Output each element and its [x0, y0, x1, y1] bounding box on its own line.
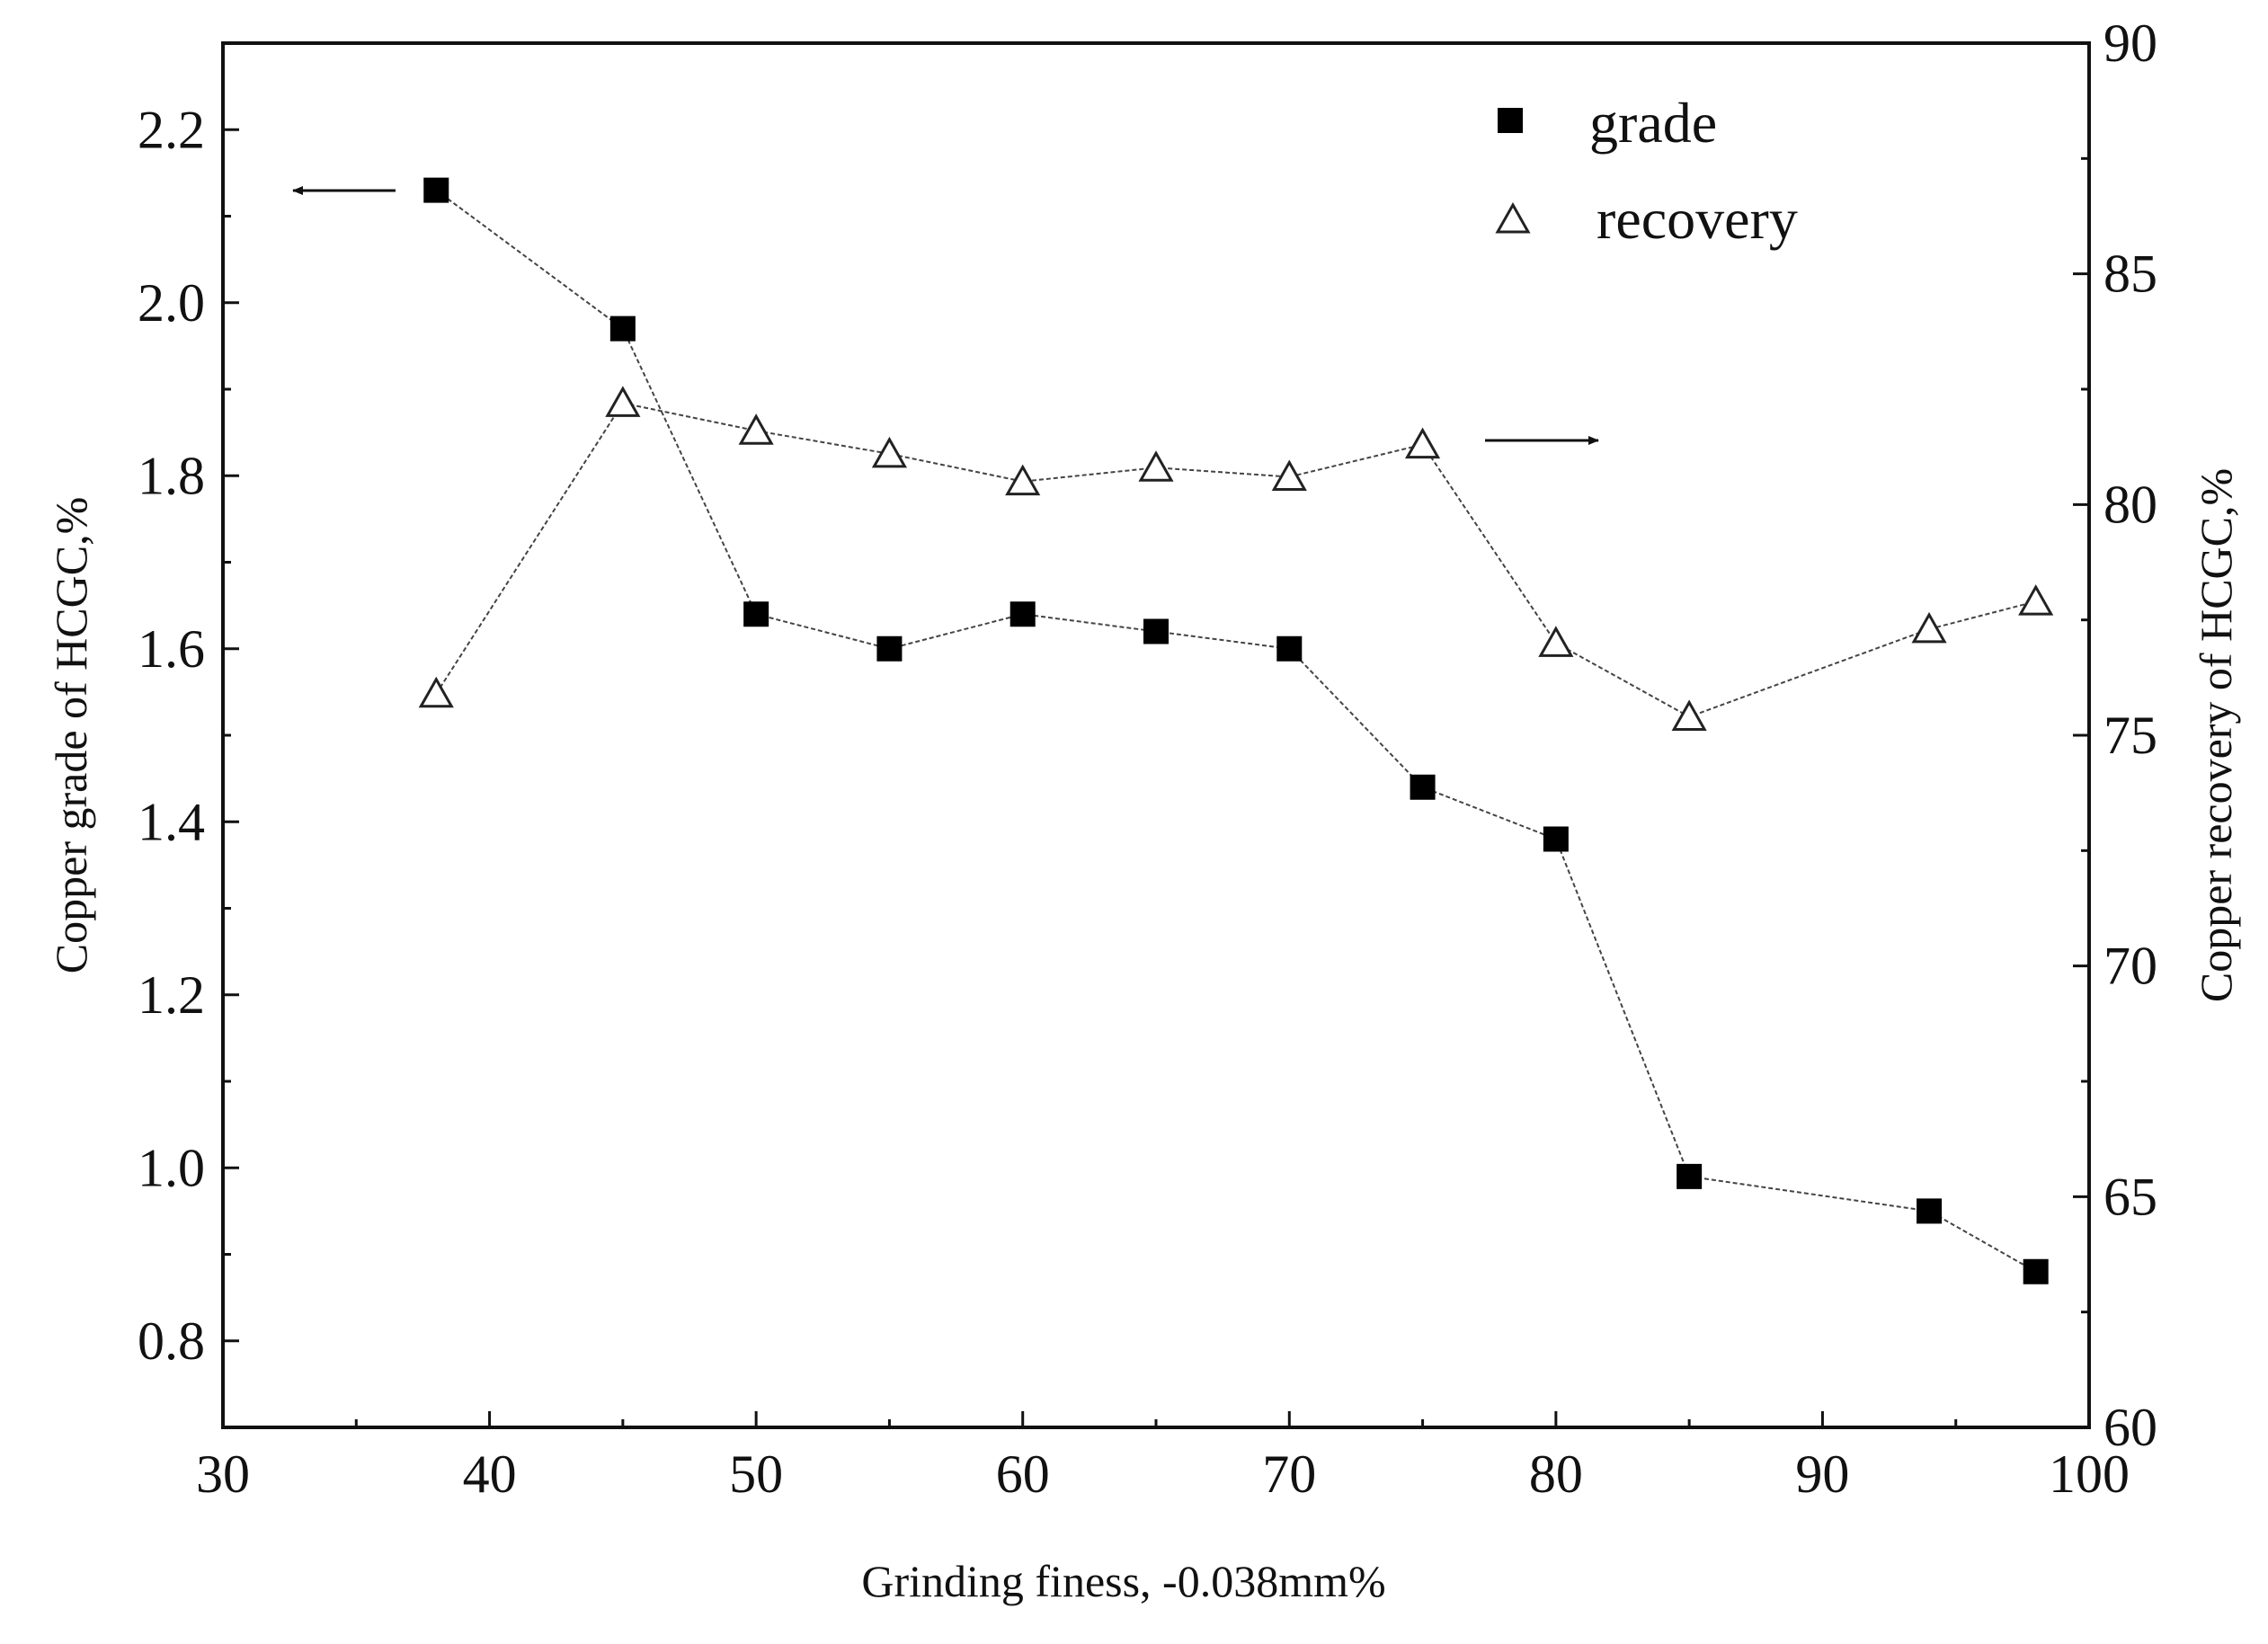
recovery-point [738, 413, 774, 445]
x-tick-label: 50 [729, 1444, 783, 1504]
x-axis-ticks: 30 40 50 60 70 80 90 100 [196, 1411, 2130, 1504]
grade-point [1543, 826, 1569, 852]
legend-marker-recovery [1495, 201, 1531, 234]
y-right-tick-label: 75 [2103, 706, 2157, 765]
y-left-tick-label: 1.6 [138, 619, 205, 679]
legend-label-recovery: recovery [1596, 187, 1798, 251]
grade-point [1276, 635, 1303, 662]
plot-frame [221, 41, 2091, 1429]
y-left-axis-title: Copper grade of HCGC,% [46, 497, 96, 973]
y-left-tick-label: 1.4 [138, 792, 205, 851]
series-lines [435, 189, 2037, 1273]
recovery-point [1911, 611, 1947, 644]
recovery-point [871, 436, 908, 468]
legend-label-grade: grade [1589, 91, 1717, 155]
x-tick-label: 100 [2049, 1444, 2130, 1504]
y-right-tick-label: 90 [2103, 13, 2157, 73]
recovery-point [1271, 459, 1307, 492]
x-axis-title: Grinding finess, -0.038mm% [861, 1556, 1385, 1606]
series-line-grade [435, 189, 2037, 1273]
x-tick-label: 40 [463, 1444, 517, 1504]
y-right-axis-title: Copper recovery of HCGC,% [2191, 468, 2241, 1002]
y-right-tick-label: 60 [2103, 1398, 2157, 1457]
y-left-axis-ticks: 0.8 1.0 1.2 1.4 1.6 1.8 2.0 2.2 [138, 100, 239, 1429]
y-right-tick-label: 80 [2103, 475, 2157, 534]
recovery-point [1005, 464, 1041, 496]
x-tick-label: 70 [1262, 1444, 1316, 1504]
y-left-tick-label: 2.2 [138, 100, 205, 159]
y-left-tick-label: 2.0 [138, 273, 205, 333]
recovery-point [2018, 584, 2054, 616]
recovery-point [605, 386, 641, 417]
x-tick-label: 30 [196, 1444, 250, 1504]
grade-point [1009, 601, 1036, 627]
recovery-point [1538, 626, 1574, 657]
legend: grade recovery [1495, 91, 1798, 251]
recovery-point [1404, 427, 1441, 459]
y-left-tick-label: 1.0 [138, 1138, 205, 1197]
legend-marker-grade [1498, 108, 1523, 133]
y-left-tick-label: 0.8 [138, 1311, 205, 1371]
y-right-tick-label: 70 [2103, 937, 2157, 996]
x-tick-label: 90 [1795, 1444, 1849, 1504]
y-left-tick-label: 1.2 [138, 965, 205, 1025]
grade-point [1917, 1198, 1943, 1224]
x-tick-label: 80 [1529, 1444, 1583, 1504]
grade-point [609, 315, 636, 342]
grade-point [1410, 774, 1436, 800]
y-right-tick-label: 85 [2103, 244, 2157, 304]
grade-point [1677, 1163, 1703, 1189]
y-right-axis-ticks: 60 65 70 75 80 85 90 [2073, 13, 2157, 1457]
x-tick-label: 60 [996, 1444, 1050, 1504]
recovery-point [1671, 699, 1707, 731]
grade-point [876, 635, 903, 662]
y-left-tick-label: 1.8 [138, 446, 205, 505]
series-points [418, 177, 2054, 1284]
recovery-point [418, 676, 454, 708]
grade-point [1143, 618, 1169, 644]
grade-point [2023, 1258, 2049, 1284]
grade-point [743, 601, 769, 627]
recovery-point [1138, 450, 1174, 482]
series-line-recovery [435, 402, 2036, 718]
grade-point [423, 177, 449, 203]
y-right-tick-label: 65 [2103, 1167, 2157, 1226]
